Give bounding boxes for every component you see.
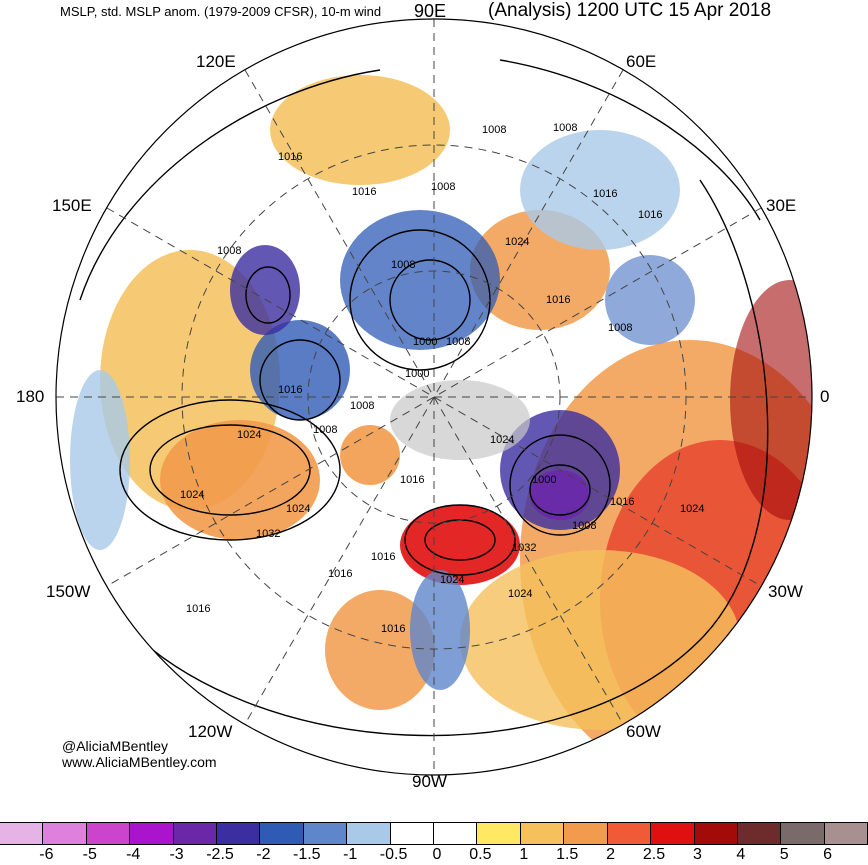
colorbar-tick-label: 4 [736,846,746,863]
colorbar-swatch [563,822,608,845]
colorbar-swatch [736,822,782,845]
colorbar-tick-label: 0 [432,846,442,863]
lon-label-90e: 90E [414,1,447,21]
colorbar-tick-label: 1 [519,846,529,863]
graticule [56,19,812,775]
colorbar-swatch [780,822,825,845]
colorbar-swatch [476,822,521,845]
lon-label-60w: 60W [626,722,661,741]
colorbar-tick-label: 0.5 [469,846,492,863]
colorbar-swatch [693,822,738,845]
colorbar-swatch [823,822,868,845]
colorbar-tick-label: -6 [39,846,54,863]
colorbar-tick-label: -5 [82,846,97,863]
colorbar-tick-label: 2 [606,846,616,863]
isobar-contours [79,59,769,737]
lon-label-90w: 90W [412,772,447,791]
colorbar-tick-label: -2 [256,846,271,863]
colorbar-swatch [433,822,478,845]
colorbar: -6 -5 -4 -3 -2.5 -2 -1.5 -1 -0.5 0 0.5 1 1.5 2 2.5 3 4 5 6 [0,822,868,865]
colorbar-boxes [0,822,868,845]
lon-label-120e: 120E [196,52,236,71]
colorbar-swatch [172,822,218,845]
colorbar-swatch [606,822,652,845]
colorbar-tick-label: -2.5 [206,846,234,863]
colorbar-tick-label: 5 [779,846,789,863]
colorbar-tick-label: -3 [169,846,184,863]
lon-label-150e: 150E [52,196,92,215]
colorbar-swatch [650,822,695,845]
credit-handle: @AliciaMBentley [62,738,169,754]
colorbar-tick-label: 6 [823,846,833,863]
colorbar-swatch [85,822,131,845]
colorbar-tick-label: 2.5 [642,846,666,863]
colorbar-swatch [216,822,261,845]
colorbar-swatch [259,822,304,845]
colorbar-swatch [346,822,391,845]
colorbar-swatch [0,822,44,845]
colorbar-swatch [389,822,435,845]
colorbar-swatch [519,822,565,845]
header-right-title: (Analysis) 1200 UTC 15 Apr 2018 [488,0,772,21]
colorbar-tick-label: -1.5 [293,846,321,863]
colorbar-swatch [129,822,174,845]
colorbar-swatch [42,822,87,845]
polar-map [55,18,813,776]
colorbar-swatch [302,822,348,845]
colorbar-tick-label: 3 [692,846,702,863]
lon-label-150w: 150W [46,582,91,601]
lon-label-30e: 30E [766,196,797,215]
lon-label-120w: 120W [188,722,233,741]
lon-label-60e: 60E [626,52,657,71]
colorbar-tick-label: 1.5 [556,846,579,863]
lon-label-180: 180 [16,387,45,406]
colorbar-tick-label: -0.5 [379,846,408,863]
colorbar-tick-label: -1 [343,846,358,863]
map-boundary [55,18,813,776]
colorbar-tick-label: -4 [126,846,141,863]
credit-website: www.AliciaMBentley.com [62,754,217,770]
lon-label-30w: 30W [768,582,803,601]
lon-label-0: 0 [820,387,830,406]
header-left-title: MSLP, std. MSLP anom. (1979-2009 CFSR), … [60,4,382,19]
